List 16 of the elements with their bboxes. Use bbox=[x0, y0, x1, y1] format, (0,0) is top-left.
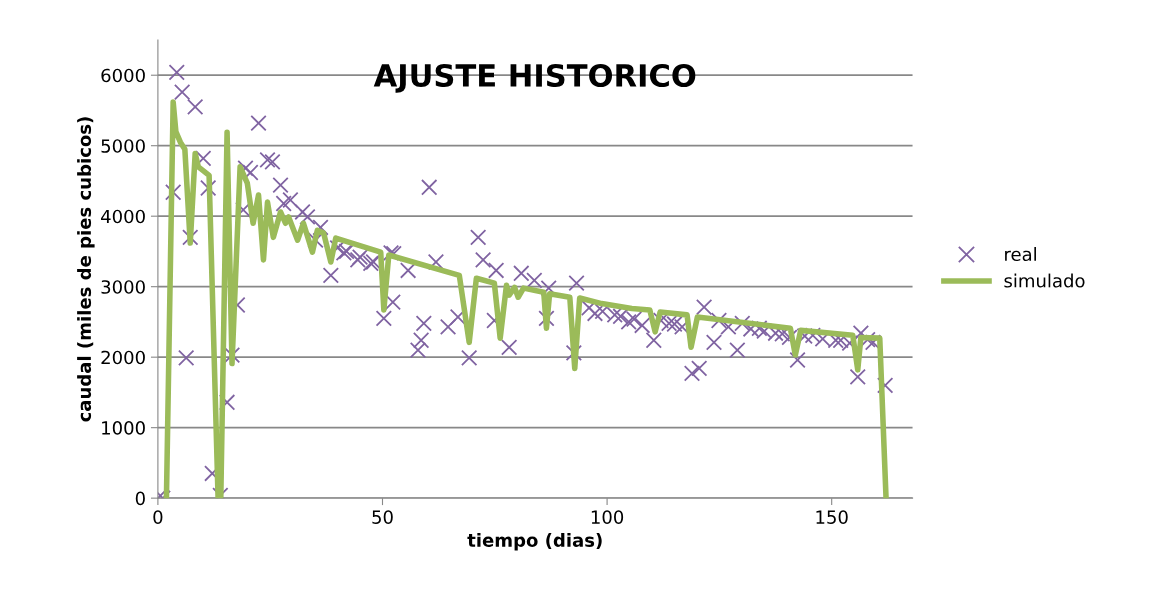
x-axis-title: tiempo (dias) bbox=[467, 532, 602, 551]
y-axis-title: caudal (miles de pies cubicos) bbox=[77, 117, 95, 422]
y-tick-label: 3000 bbox=[101, 280, 145, 294]
x-tick-label: 100 bbox=[591, 510, 624, 524]
y-tick-label: 2000 bbox=[101, 350, 145, 365]
x-tick-label: 0 bbox=[153, 510, 163, 524]
legend-label: real bbox=[1005, 247, 1036, 262]
y-tick-label: 1000 bbox=[102, 421, 145, 435]
text: AJUSTE HISTORICO bbox=[373, 63, 696, 93]
y-tick-label: 0 bbox=[135, 491, 145, 506]
x-tick-label: 150 bbox=[816, 510, 848, 524]
y-tick-label: 5000 bbox=[101, 139, 145, 153]
legend-label: simulado bbox=[1004, 273, 1085, 288]
y-tick-label: 4000 bbox=[101, 209, 145, 224]
y-tick-label: 6000 bbox=[101, 68, 145, 83]
x-tick-label: 50 bbox=[372, 510, 393, 524]
